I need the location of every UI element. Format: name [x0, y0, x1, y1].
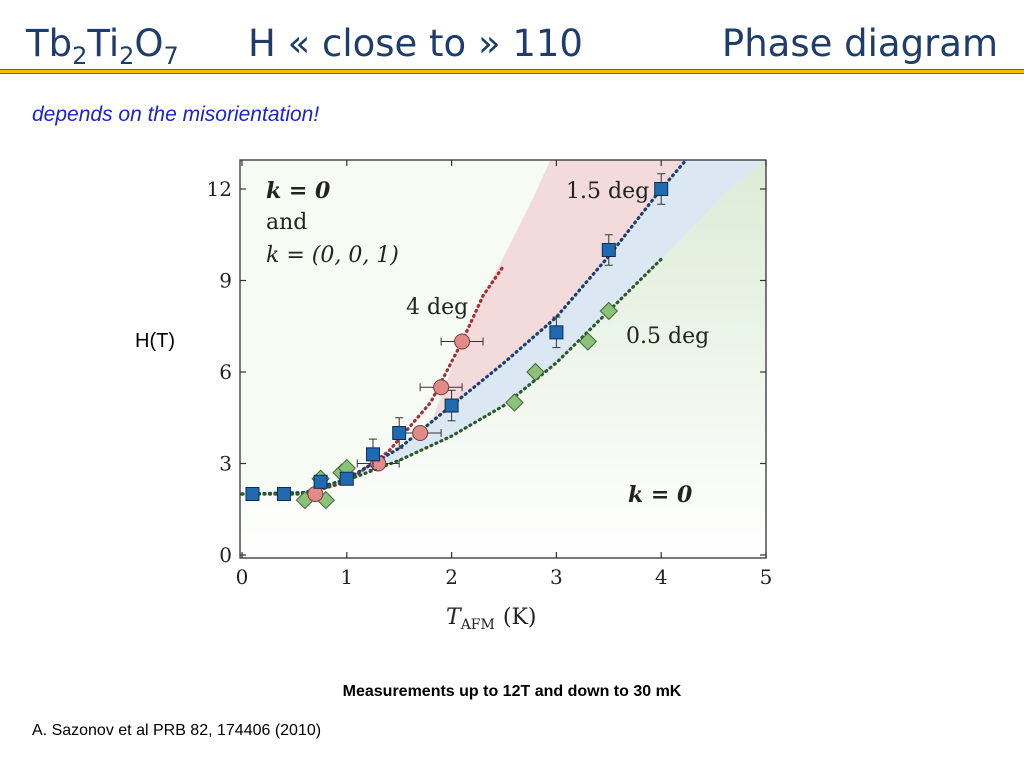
x-axis-label-main: T	[446, 605, 463, 630]
x-tick-label: 2	[445, 565, 458, 589]
formula-title: Tb2Ti2O7	[26, 22, 179, 68]
point-square	[276, 487, 291, 501]
point-circle	[454, 333, 471, 350]
y-axis-label: H(T)	[135, 330, 175, 352]
phase-diagram-title: Phase diagram	[721, 22, 998, 65]
x-tick-label: 4	[655, 565, 668, 589]
formula-part: Tb	[26, 22, 73, 65]
annotation-k0-top: k = 0	[266, 178, 331, 204]
point-square	[601, 243, 616, 257]
x-tick-label: 1	[340, 565, 353, 589]
formula-part: O	[134, 22, 164, 65]
point-diamond	[526, 362, 545, 382]
x-axis-label-sub: AFM	[460, 617, 495, 633]
field-direction-title: H « close to » 110	[248, 22, 583, 65]
x-tick-label: 5	[760, 565, 773, 589]
phase-regions	[240, 160, 766, 558]
y-tick-label: 3	[219, 452, 232, 476]
point-square	[549, 325, 564, 340]
formula-subscript: 2	[72, 42, 88, 70]
point-square	[654, 182, 669, 196]
annotation-k0-bottom: k = 0	[628, 482, 693, 508]
annotation-k001: k = (0, 0, 1)	[266, 243, 399, 268]
data-points	[245, 173, 669, 510]
formula-subscript: 2	[119, 42, 135, 70]
y-tick-label: 6	[219, 360, 232, 384]
formula-subscript: 7	[163, 42, 179, 70]
slide-title: Tb2Ti2O7 H « close to » 110 Phase diagra…	[0, 22, 1024, 72]
point-circle	[433, 379, 450, 396]
point-diamond	[505, 393, 524, 412]
title-underline	[0, 69, 1024, 74]
region-4deg	[430, 160, 687, 424]
x-tick-label: 3	[550, 565, 563, 589]
annotation-and: and	[266, 210, 307, 235]
region-1p5deg	[346, 160, 765, 481]
point-square	[245, 487, 260, 501]
point-square	[392, 426, 407, 440]
formula-part: Ti	[87, 22, 120, 65]
caption: Measurements up to 12T and down to 30 mK	[342, 683, 682, 700]
point-square	[444, 398, 459, 413]
subtitle: depends on the misorientation!	[32, 103, 320, 126]
y-tick-label: 12	[207, 177, 232, 201]
point-square	[313, 474, 328, 489]
point-diamond	[599, 301, 619, 321]
point-circle	[412, 425, 429, 441]
annotation-0p5deg: 0.5 deg	[626, 324, 709, 349]
y-tick-label: 0	[219, 543, 232, 567]
x-axis-label-unit: (K)	[503, 605, 537, 630]
reference: A. Sazonov et al PRB 82, 174406 (2010)	[32, 722, 322, 739]
point-square	[339, 471, 354, 486]
x-axis-label: TAFM (K)	[446, 605, 536, 633]
plot-frame	[239, 159, 767, 559]
point-diamond	[578, 332, 598, 351]
region-k0-low	[242, 160, 766, 555]
annotation-1p5deg: 1.5 deg	[566, 179, 649, 204]
point-square	[366, 447, 380, 462]
annotation-4deg: 4 deg	[406, 295, 468, 320]
x-tick-label: 0	[236, 565, 249, 589]
y-tick-label: 9	[219, 269, 232, 293]
